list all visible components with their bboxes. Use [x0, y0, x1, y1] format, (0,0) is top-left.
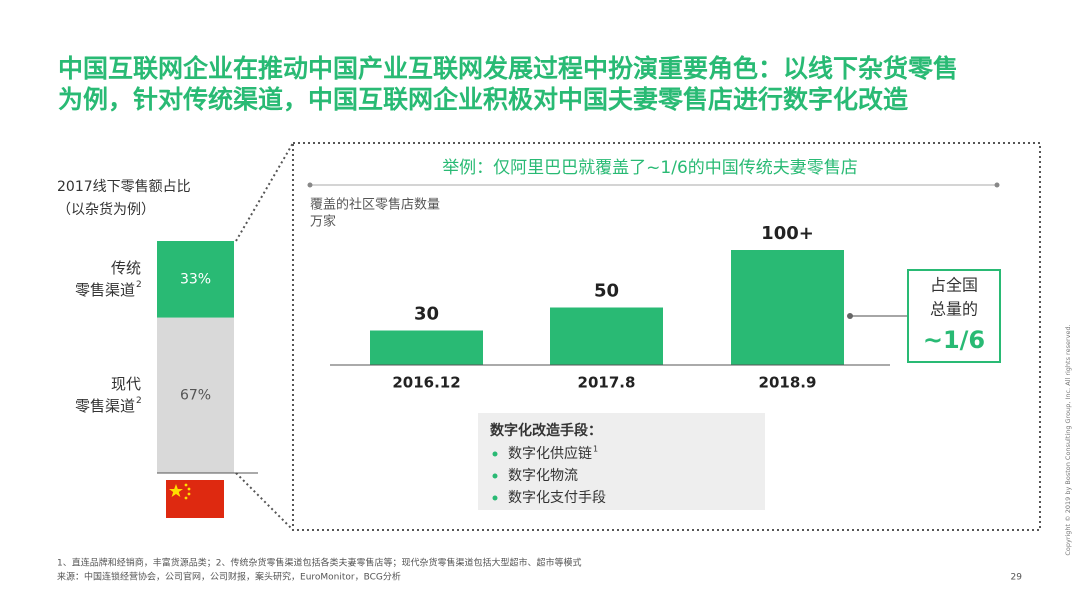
bullet — [492, 473, 498, 479]
bullet — [492, 495, 498, 501]
bullet-text: 数字化供应链 — [508, 445, 592, 462]
callout-text: 占全国 — [930, 276, 978, 295]
zoom-frame — [235, 142, 1041, 531]
bullet — [492, 451, 498, 457]
slide-title: 中国互联网企业在推动中国产业互联网发展过程中扮演重要角色：以线下杂货零售 — [58, 54, 958, 83]
flag-star — [184, 483, 188, 487]
callout-highlight: ~1/6 — [923, 326, 985, 354]
chart-title: 举例：仅阿里巴巴就覆盖了~1/6的中国传统夫妻零售店 — [442, 158, 858, 178]
footnote: 1、直连品牌和经销商，丰富货源品类；2、传统杂货零售渠道包括各类夫妻零售店等；现… — [57, 557, 581, 569]
data-label: 50 — [594, 281, 619, 302]
zoom-line — [235, 142, 294, 242]
flag-field — [166, 480, 224, 518]
china-flag — [166, 480, 224, 518]
footnote: 来源：中国连锁经营协会，公司官网，公司财报，案头研究，EuroMonitor，B… — [57, 571, 401, 583]
flag-star — [187, 487, 191, 491]
data-label: 100+ — [761, 223, 814, 244]
slide-title: 为例，针对传统渠道，中国互联网企业积极对中国夫妻零售店进行数字化改造 — [58, 85, 908, 114]
bar-segment — [157, 241, 234, 318]
divider-dot — [307, 182, 313, 188]
page-number: 29 — [1011, 573, 1023, 583]
data-label: 67% — [180, 387, 211, 403]
bullet-text: 数字化物流 — [508, 468, 578, 484]
flag-star — [187, 492, 191, 496]
data-label: 33% — [180, 271, 211, 287]
bar — [550, 307, 663, 365]
bar-segment — [157, 317, 234, 473]
bar — [731, 250, 844, 365]
callout-dot — [847, 313, 853, 319]
legend-label: 零售渠道 — [75, 397, 135, 415]
y-axis-label: 覆盖的社区零售店数量 — [310, 197, 440, 213]
zoom-line — [235, 472, 294, 531]
callout-box — [907, 269, 1001, 363]
legend-label: 零售渠道 — [75, 281, 135, 299]
copyright: Copyright © 2019 by Boston Consulting Gr… — [1064, 324, 1072, 555]
legend-label: 现代 — [111, 375, 141, 393]
footnote-mark: 2 — [136, 396, 142, 406]
dotted-box — [292, 142, 1041, 531]
info-heading: 数字化改造手段： — [490, 422, 602, 439]
info-box — [478, 413, 765, 510]
flag-star — [169, 484, 183, 497]
data-label: 30 — [414, 304, 439, 325]
callout-text: 总量的 — [930, 300, 978, 319]
chart-subtitle: （以杂货为例） — [57, 201, 155, 218]
flag-star — [184, 496, 188, 500]
footnote-mark: 1 — [593, 445, 598, 454]
chart-title: 2017线下零售额占比 — [57, 179, 191, 195]
x-tick-label: 2016.12 — [392, 374, 460, 392]
bar — [370, 330, 483, 365]
bullet-text: 数字化支付手段 — [508, 490, 606, 506]
x-tick-label: 2018.9 — [759, 374, 817, 392]
footnote-mark: 2 — [136, 280, 142, 290]
x-tick-label: 2017.8 — [578, 374, 636, 392]
y-axis-label: 万家 — [310, 214, 336, 230]
divider-dot — [994, 182, 1000, 188]
legend-label: 传统 — [111, 259, 141, 277]
